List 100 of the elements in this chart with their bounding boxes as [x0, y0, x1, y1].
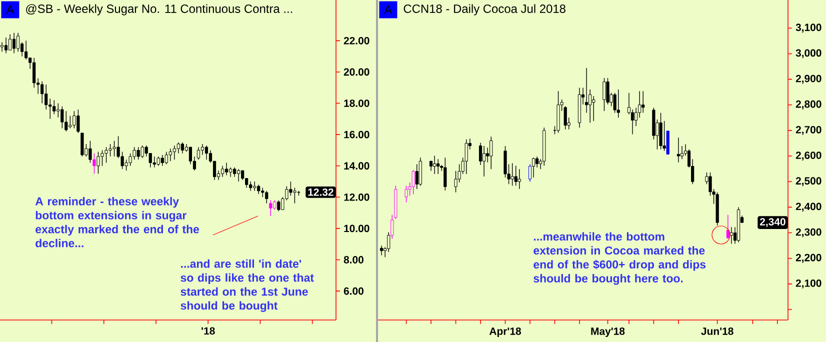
candlestick — [602, 78, 606, 112]
candlestick — [152, 156, 156, 168]
candlestick — [584, 68, 588, 114]
candlestick — [180, 142, 184, 154]
y-tick-label: 20.00 — [344, 68, 370, 76]
y-tick-label: 2,400 — [796, 202, 822, 212]
y-tick-label: 16.00 — [344, 130, 370, 138]
candlestick — [224, 162, 228, 176]
x-tick-label: Jun'18 — [701, 328, 734, 335]
annotation: ...meanwhile the bottom extension in Cocoa marked the end of the $600+ drop and dips should be bought here too. — [534, 232, 706, 285]
candlestick — [273, 200, 276, 210]
candlestick — [536, 156, 539, 168]
y-tick-label: 2,300 — [796, 228, 822, 238]
candlestick — [156, 156, 160, 166]
annotation: ...and are still 'in date' so dips like the one that started on the 1st June should be bought — [180, 259, 314, 312]
y-tick-label: 10.00 — [344, 224, 370, 232]
candlestick — [412, 170, 415, 194]
annotation: A reminder - these weekly bottom extensions in sugar exactly marked the end of the decline... — [35, 197, 200, 248]
candlestick — [4, 37, 8, 54]
candlestick — [128, 153, 132, 166]
y-tick-label: 3,100 — [796, 24, 822, 33]
x-tick-label: May'18 — [591, 328, 625, 337]
candlestick — [482, 146, 486, 177]
candlestick — [168, 148, 172, 162]
candlestick — [444, 157, 447, 191]
annotation: A — [6, 6, 14, 14]
candlestick — [52, 100, 56, 115]
candlestick — [257, 184, 260, 194]
candlestick — [76, 109, 80, 134]
candlestick — [616, 89, 620, 118]
y-tick-label: 2,600 — [796, 152, 822, 160]
candlestick — [220, 166, 224, 178]
candlestick — [642, 90, 645, 114]
candlestick — [172, 145, 176, 160]
y-tick-label: 2,800 — [796, 100, 822, 110]
y-tick-label: 12.00 — [344, 193, 370, 201]
candlestick — [592, 96, 596, 122]
candlestick — [40, 81, 44, 104]
candlestick — [64, 110, 68, 132]
candlestick — [293, 187, 296, 204]
candlestick — [164, 151, 168, 165]
candlestick — [510, 162, 514, 186]
candlestick — [104, 146, 108, 164]
y-tick-label: 2,900 — [796, 74, 822, 84]
chart-title: @SB - Weekly Sugar No. 11 Continuous Contra ... — [26, 4, 292, 16]
candlestick — [124, 159, 128, 171]
candlestick — [68, 115, 72, 129]
y-tick-label: 22.00 — [344, 36, 370, 44]
candlestick — [532, 157, 536, 178]
candlestick — [433, 155, 436, 174]
y-tick-label: 18.00 — [344, 100, 370, 107]
candlestick — [613, 92, 616, 114]
annotation: A — [384, 6, 392, 14]
candlestick — [16, 32, 20, 52]
annotation: 2,340 — [760, 218, 786, 228]
candlestick — [514, 165, 518, 186]
candlestick — [490, 136, 493, 170]
candlestick — [80, 132, 84, 157]
text: '18 — [202, 327, 215, 335]
candlestick — [140, 145, 144, 158]
candlestick — [96, 151, 100, 174]
candlestick — [237, 168, 240, 182]
y-tick-label: 6.00 — [344, 287, 364, 295]
candlestick — [88, 140, 92, 164]
candlestick — [204, 145, 208, 160]
candlestick — [200, 144, 204, 156]
candlestick — [380, 245, 384, 256]
y-tick-label: 8.00 — [344, 256, 364, 264]
candlestick — [229, 167, 232, 178]
text: 12.32 — [308, 188, 334, 196]
candlestick — [160, 154, 164, 166]
candlestick — [44, 84, 48, 110]
candlestick — [120, 151, 124, 170]
y-tick-label: 14.00 — [344, 162, 370, 170]
candlestick — [92, 153, 96, 174]
candlestick — [404, 185, 408, 203]
y-tick-label: 2,100 — [796, 279, 822, 288]
y-tick-label: 3,000 — [796, 49, 822, 58]
candlestick — [265, 190, 268, 204]
candlestick — [269, 200, 272, 216]
candlestick — [176, 142, 180, 154]
candlestick — [418, 157, 422, 186]
candlestick — [32, 58, 36, 88]
x-tick-label: Apr'18 — [489, 328, 521, 337]
candlestick — [253, 181, 256, 192]
candlestick — [464, 139, 468, 174]
candlestick — [415, 164, 418, 190]
candlestick — [289, 181, 292, 196]
y-tick-label: 2,700 — [796, 126, 822, 135]
candlestick — [112, 140, 116, 157]
candlestick — [8, 34, 12, 50]
candlestick — [12, 32, 16, 54]
candlestick — [261, 187, 264, 198]
candlestick — [676, 137, 680, 163]
y-tick-label: 2,500 — [796, 177, 822, 186]
candlestick — [233, 167, 236, 178]
chart-title: CCN18 - Daily Cocoa Jul 2018 — [404, 4, 566, 16]
candlestick — [100, 150, 104, 166]
candlestick — [196, 146, 200, 160]
y-tick-label: 2,200 — [796, 254, 822, 263]
